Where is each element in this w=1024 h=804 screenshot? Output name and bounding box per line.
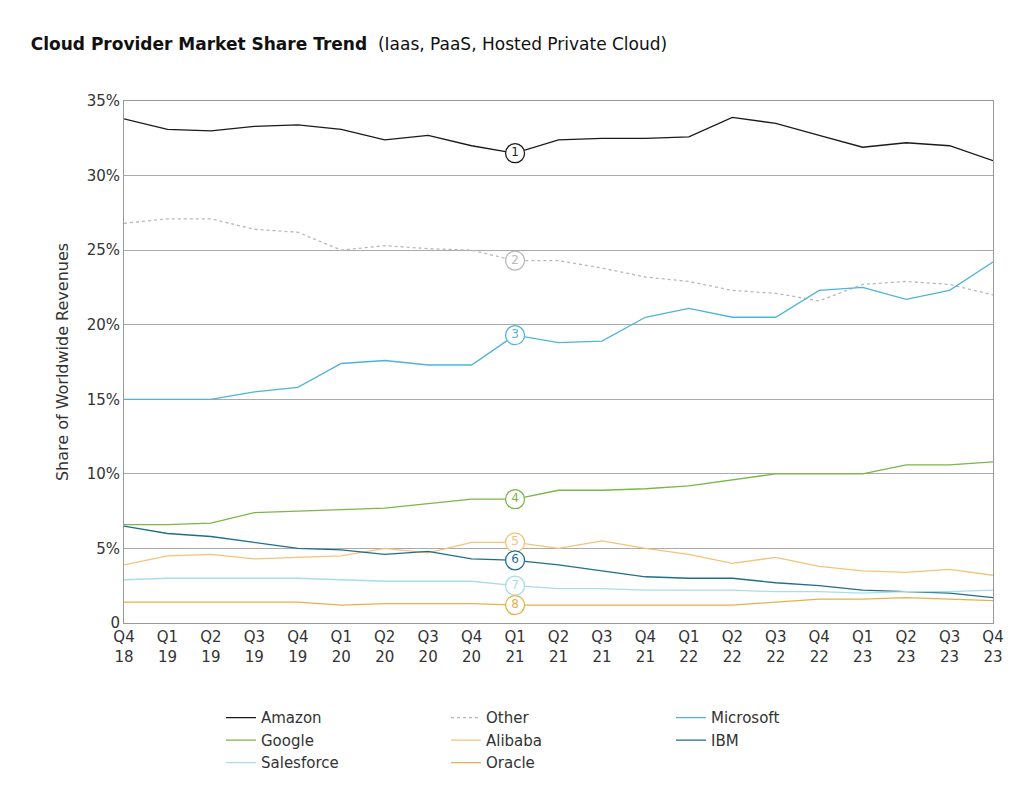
svg-text:10%: 10% [87,465,120,483]
svg-text:Q122: Q122 [678,628,699,666]
svg-text:Q322: Q322 [765,628,786,666]
svg-text:Q120: Q120 [331,628,352,666]
svg-text:30%: 30% [87,167,120,185]
svg-text:Q422: Q422 [809,628,830,666]
svg-text:15%: 15% [87,391,120,409]
svg-text:4: 4 [511,491,519,505]
svg-text:Q418: Q418 [113,628,134,666]
svg-text:Other: Other [486,709,529,727]
svg-text:Google: Google [261,732,314,750]
svg-text:Q321: Q321 [591,628,612,666]
svg-text:2: 2 [511,253,519,267]
svg-text:Q320: Q320 [417,628,438,666]
svg-text:1: 1 [511,145,519,159]
svg-text:Share of Worldwide Revenues: Share of Worldwide Revenues [53,243,72,481]
svg-text:Q121: Q121 [504,628,525,666]
svg-text:7: 7 [511,578,519,592]
svg-text:Q119: Q119 [157,628,178,666]
svg-text:Microsoft: Microsoft [711,709,779,727]
svg-text:Q220: Q220 [374,628,395,666]
svg-text:3: 3 [511,327,519,341]
svg-text:Q423: Q423 [982,628,1003,666]
svg-text:35%: 35% [87,92,120,110]
svg-text:8: 8 [511,597,519,611]
svg-text:Q421: Q421 [635,628,656,666]
svg-text:5: 5 [511,534,519,548]
svg-text:Alibaba: Alibaba [486,732,542,750]
svg-text:25%: 25% [87,241,120,259]
svg-text:Q323: Q323 [939,628,960,666]
svg-text:Q219: Q219 [200,628,221,666]
svg-text:Oracle: Oracle [486,754,535,772]
svg-text:Q420: Q420 [461,628,482,666]
svg-text:Q221: Q221 [548,628,569,666]
svg-text:Q223: Q223 [895,628,916,666]
svg-text:Salesforce: Salesforce [261,754,339,772]
svg-text:Q319: Q319 [244,628,265,666]
svg-text:Q222: Q222 [722,628,743,666]
svg-text:Q419: Q419 [287,628,308,666]
svg-text:Q123: Q123 [852,628,873,666]
svg-text:IBM: IBM [711,732,739,750]
svg-text:Cloud Provider Market Share Tr: Cloud Provider Market Share Trend (Iaas,… [31,34,667,54]
svg-text:5%: 5% [96,540,120,558]
svg-text:Amazon: Amazon [261,709,322,727]
svg-text:20%: 20% [87,316,120,334]
svg-text:0: 0 [110,614,120,632]
svg-text:6: 6 [511,552,519,566]
